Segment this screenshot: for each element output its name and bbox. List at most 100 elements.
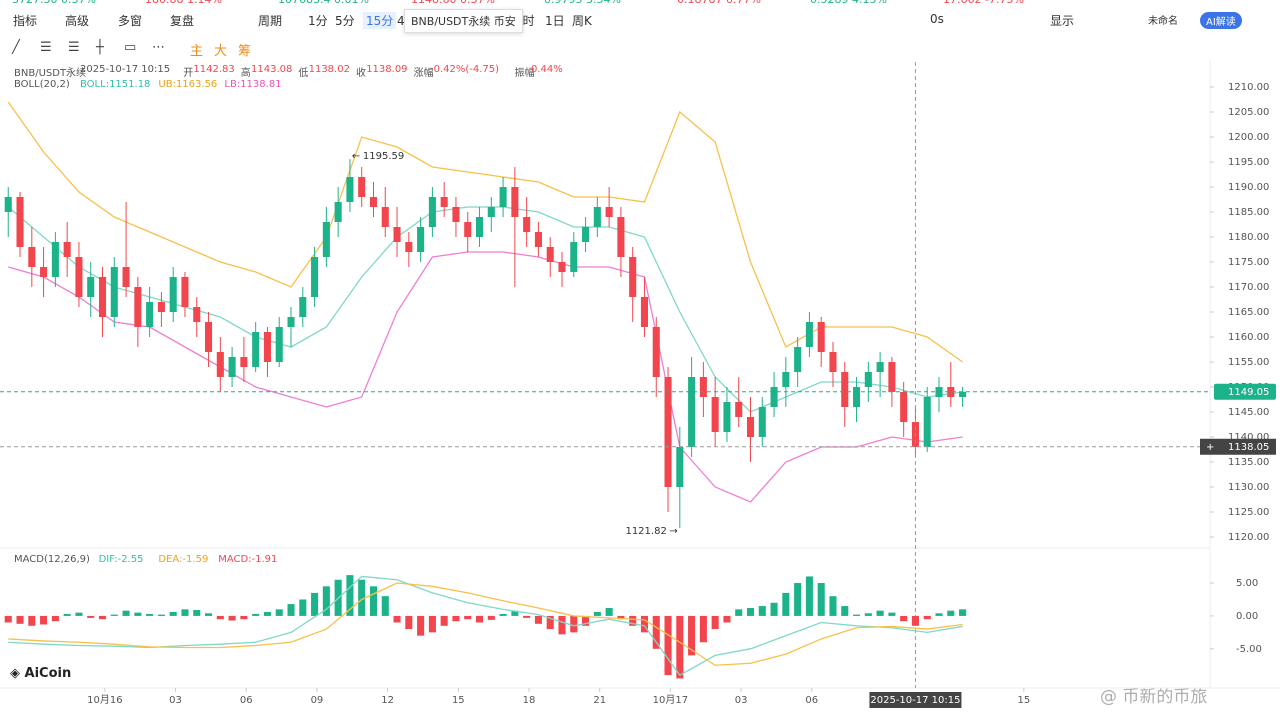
y-tick-label: 1180.00 <box>1228 232 1269 243</box>
toolbar-item[interactable]: 指标 <box>13 14 38 28</box>
toolbar-item[interactable]: 多窗 <box>118 14 143 28</box>
tool-button[interactable]: 大 <box>214 44 228 59</box>
toolbar-item[interactable]: 周期 <box>258 14 283 28</box>
macd-bar <box>63 613 71 616</box>
macd-bar <box>959 609 967 616</box>
toolbar-item[interactable]: 高级 <box>65 14 90 28</box>
macd-bar <box>664 615 672 676</box>
candle-body <box>640 297 649 327</box>
macd-bar <box>546 615 554 630</box>
toolbar-item[interactable]: 1分 <box>308 14 328 28</box>
x-tick-label: 15 <box>1017 695 1030 706</box>
macd-bar <box>228 615 236 621</box>
candle-body <box>216 352 224 377</box>
macd-bar <box>110 614 118 616</box>
crosshair-price-badge <box>1200 438 1276 455</box>
macd-bar <box>817 583 825 616</box>
ticker: 0.18787 0.77% <box>677 0 761 5</box>
candle-body <box>417 227 425 252</box>
toolbar-item[interactable]: 未命名 <box>1148 16 1178 27</box>
tool-button[interactable]: 筹 <box>238 44 252 59</box>
tool-button[interactable]: 主 <box>190 44 204 59</box>
macd-bar <box>169 611 177 616</box>
y-tick-label: 1130.00 <box>1228 482 1269 493</box>
macd-bar <box>534 615 542 624</box>
macd-bar <box>134 612 142 616</box>
macd-bar <box>393 615 401 623</box>
legend-text: MACD:-1.91 <box>218 554 278 565</box>
ticker: 17.662 -7.75% <box>943 0 1024 5</box>
legend-text: 高 <box>240 68 251 79</box>
macd-bar <box>629 615 637 626</box>
macd-bar <box>923 615 931 620</box>
y-tick-label: 1140.00 <box>1228 432 1269 443</box>
macd-bar <box>287 604 295 616</box>
y-tick-label: 1160.00 <box>1228 332 1269 343</box>
last-price-label: 1149.05 <box>1228 387 1269 398</box>
macd-bar <box>864 613 872 616</box>
drawing-tools: 主大筹 ╱ ☰ ☰ ┼ ▭ ⋯ <box>0 38 640 59</box>
last-price-badge <box>1214 383 1276 400</box>
macd-bar <box>652 615 660 649</box>
macd-bar <box>122 610 130 616</box>
candle-body <box>888 362 896 392</box>
toolbar-item[interactable]: 0s <box>930 12 944 26</box>
tool-icon[interactable]: ╱ <box>12 40 20 55</box>
candle-body <box>51 242 59 277</box>
toolbar-item[interactable]: 5分 <box>335 14 355 28</box>
macd-bar <box>805 576 813 616</box>
toolbar-item[interactable]: 复盘 <box>170 14 195 28</box>
extreme-label: 1121.82 <box>625 526 666 537</box>
candle-body <box>947 387 955 397</box>
candle-body <box>817 322 825 352</box>
y-tick-label: 1155.00 <box>1228 357 1269 368</box>
indicator-line <box>7 101 963 363</box>
tool-icon[interactable]: ☰ <box>40 40 52 55</box>
legend-text: 1138.09 <box>366 64 408 75</box>
candle-body <box>263 332 271 362</box>
y-tick-label: 1135.00 <box>1228 457 1269 468</box>
macd-bar <box>711 615 719 630</box>
toolbar-item[interactable]: 周K <box>572 14 592 28</box>
macd-bar <box>935 613 943 616</box>
toolbar-item[interactable]: 15分 <box>363 12 397 29</box>
candle-body <box>629 257 637 297</box>
x-tick-label: 18 <box>523 695 536 706</box>
candle-body <box>428 197 436 227</box>
tool-icon[interactable]: ▭ <box>124 40 137 55</box>
candle-body <box>664 377 672 487</box>
legend-text: UB:1163.56 <box>158 79 218 90</box>
macd-bar <box>511 610 519 616</box>
legend-text: 开 <box>183 68 194 79</box>
legend-text: BOLL(20,2) <box>14 79 70 90</box>
tool-icon[interactable]: ┼ <box>96 40 104 55</box>
macd-bar <box>358 579 366 616</box>
candle-body <box>275 327 283 362</box>
ticker: 0.5289 4.15% <box>810 0 887 5</box>
tool-icon[interactable]: ☰ <box>68 40 80 55</box>
macd-bar <box>299 599 307 616</box>
indicator-line <box>8 251 963 503</box>
macd-bar <box>758 606 766 616</box>
candle-body <box>98 277 107 317</box>
toolbar-item[interactable]: 1日 <box>545 14 565 28</box>
candle-body <box>464 222 472 237</box>
tool-icon[interactable]: ⋯ <box>152 40 165 55</box>
crosshair-time: 2025-10-17 10:15 <box>870 695 960 706</box>
toolbar-item[interactable]: 显示 <box>1050 14 1075 28</box>
ticker: 0.9795 3.54% <box>544 0 621 5</box>
candle-body <box>782 372 790 387</box>
candle-body <box>582 227 590 242</box>
candle-body <box>805 322 813 347</box>
candle-body <box>334 202 342 222</box>
candle-body <box>570 242 578 272</box>
macd-bar <box>311 592 319 616</box>
candle-body <box>405 242 413 252</box>
logo-text: AiCoin <box>24 666 72 681</box>
toolbar-item[interactable]: AI解读 <box>1200 12 1242 29</box>
candle-body <box>87 277 95 297</box>
candle-body <box>4 197 12 212</box>
macd-bar <box>911 615 919 626</box>
candle-body <box>534 232 542 247</box>
legend-text: BNB/USDT永续 <box>14 68 87 79</box>
